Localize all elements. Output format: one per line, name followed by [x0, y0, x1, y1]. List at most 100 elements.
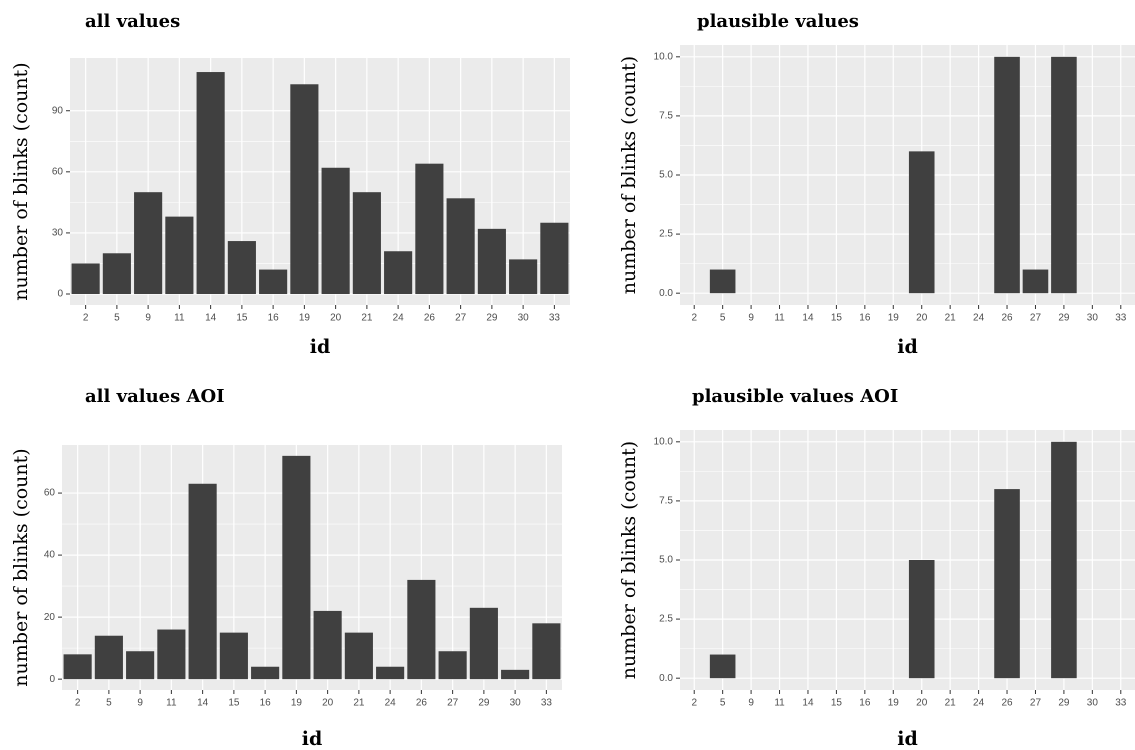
y-tick-label: 30: [52, 228, 64, 239]
chart-title: all values AOI: [85, 386, 225, 407]
x-tick-label: 24: [393, 313, 405, 324]
bar: [469, 607, 498, 680]
y-tick-label: 60: [44, 488, 56, 499]
x-tick-label: 16: [859, 698, 871, 709]
x-tick-label: 16: [260, 698, 272, 709]
bar: [446, 198, 475, 295]
bar: [165, 216, 194, 295]
x-tick-label: 5: [720, 698, 726, 709]
x-tick-label: 20: [322, 698, 334, 709]
x-tick-label: 26: [416, 698, 428, 709]
x-tick-label: 5: [720, 313, 726, 324]
bar: [438, 651, 467, 680]
y-tick-label: 40: [44, 550, 56, 561]
y-tick-label: 0: [49, 674, 55, 685]
bar: [376, 666, 405, 680]
bar: [908, 151, 935, 294]
x-tick-label: 30: [518, 313, 530, 324]
x-tick-label: 16: [859, 313, 871, 324]
x-tick-label: 9: [137, 698, 143, 709]
bar: [251, 666, 280, 680]
bar: [415, 163, 444, 295]
x-tick-label: 26: [1001, 313, 1013, 324]
x-tick-label: 19: [888, 698, 900, 709]
y-tick-label: 2.5: [659, 614, 673, 625]
bar: [477, 228, 506, 295]
x-tick-label: 33: [1115, 313, 1127, 324]
x-tick-label: 11: [774, 313, 785, 324]
bar: [134, 192, 163, 295]
x-tick-label: 15: [831, 698, 843, 709]
bar: [219, 632, 248, 680]
x-axis-label: id: [897, 336, 918, 358]
bar: [63, 654, 92, 680]
bar: [908, 560, 935, 679]
x-tick-label: 14: [205, 313, 217, 324]
chart-title: plausible values AOI: [692, 386, 898, 407]
y-tick-label: 2.5: [659, 229, 673, 240]
bar: [1022, 269, 1049, 294]
x-tick-label: 19: [291, 698, 303, 709]
x-tick-label: 24: [973, 313, 985, 324]
y-axis-label: number of blinks (count): [618, 56, 640, 294]
x-tick-label: 20: [330, 313, 342, 324]
x-tick-label: 29: [1058, 698, 1070, 709]
y-axis-label: number of blinks (count): [10, 448, 32, 686]
x-tick-label: 15: [831, 313, 843, 324]
x-tick-label: 15: [236, 313, 248, 324]
x-tick-label: 26: [424, 313, 436, 324]
x-tick-label: 21: [353, 698, 365, 709]
bar: [102, 253, 131, 295]
x-tick-label: 20: [916, 698, 928, 709]
y-tick-label: 20: [44, 612, 56, 623]
x-tick-label: 27: [1030, 313, 1042, 324]
bar: [1051, 56, 1077, 294]
x-tick-label: 9: [748, 313, 754, 324]
x-tick-label: 11: [174, 313, 185, 324]
bar: [196, 72, 225, 295]
x-tick-label: 2: [83, 313, 89, 324]
x-tick-label: 30: [510, 698, 522, 709]
x-tick-label: 2: [691, 313, 697, 324]
bar: [126, 651, 155, 680]
y-tick-label: 90: [52, 105, 64, 116]
bar: [313, 610, 342, 680]
bar: [344, 632, 373, 680]
x-tick-label: 27: [447, 698, 459, 709]
x-tick-label: 30: [1087, 313, 1099, 324]
x-tick-label: 11: [166, 698, 177, 709]
bar: [501, 669, 530, 680]
y-tick-label: 0: [57, 289, 63, 300]
x-tick-label: 30: [1087, 698, 1099, 709]
x-tick-label: 2: [75, 698, 81, 709]
x-axis-label: id: [310, 336, 331, 358]
x-tick-label: 14: [197, 698, 209, 709]
bar: [407, 579, 436, 680]
x-tick-label: 29: [1058, 313, 1070, 324]
x-tick-label: 16: [268, 313, 280, 324]
x-tick-label: 19: [299, 313, 311, 324]
x-tick-label: 9: [145, 313, 151, 324]
bar: [709, 654, 736, 679]
x-tick-label: 29: [486, 313, 498, 324]
bar: [532, 623, 561, 680]
bar: [1051, 441, 1077, 679]
x-tick-label: 33: [549, 313, 561, 324]
bar: [259, 269, 288, 295]
x-tick-label: 11: [774, 698, 785, 709]
x-tick-label: 29: [478, 698, 490, 709]
bar: [994, 489, 1020, 679]
bar: [157, 629, 186, 680]
x-tick-label: 5: [106, 698, 112, 709]
bar: [352, 192, 381, 295]
bar: [509, 259, 538, 295]
y-tick-label: 5.0: [659, 555, 673, 566]
bar: [540, 222, 569, 295]
x-tick-label: 33: [541, 698, 553, 709]
x-axis-label: id: [302, 728, 323, 750]
bar: [290, 84, 319, 295]
bar: [227, 241, 256, 295]
x-tick-label: 21: [945, 698, 957, 709]
bar: [994, 56, 1020, 294]
